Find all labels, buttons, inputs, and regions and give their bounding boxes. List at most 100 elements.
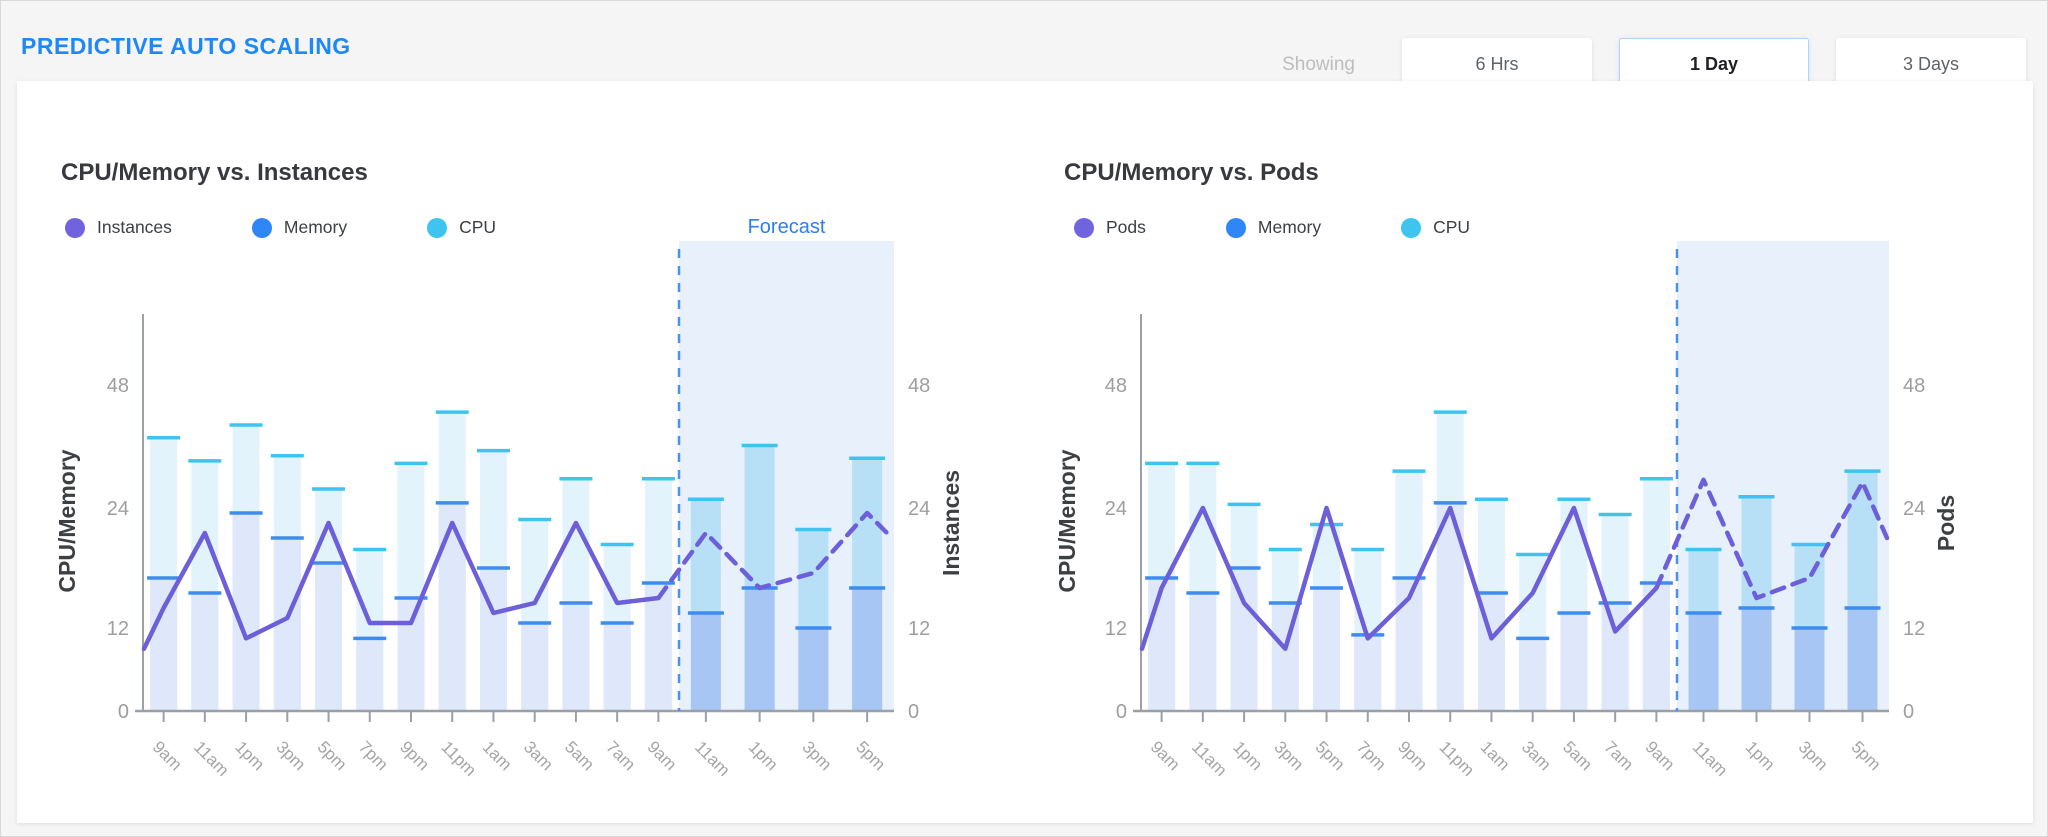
y-tick-label-left: 24 <box>1105 498 1127 520</box>
x-tick-label: 3pm <box>799 737 836 774</box>
legend-item-cpu: CPU <box>1401 217 1470 238</box>
x-tick-label: 7am <box>602 737 639 774</box>
chart-title-instances: CPU/Memory vs. Instances <box>61 159 368 186</box>
x-tick-label: 9am <box>149 737 186 774</box>
memory-bar <box>1313 588 1341 711</box>
memory-bar <box>1230 568 1258 711</box>
x-tick-label: 11am <box>691 737 734 780</box>
y-tick-label-right: 12 <box>908 618 930 640</box>
memory-bar <box>744 588 775 711</box>
right-axis-title: Pods <box>1933 495 1959 551</box>
legend-pods: Pods Memory CPU <box>1074 217 1470 238</box>
y-tick-label-left: 12 <box>107 618 129 640</box>
x-tick-label: 11pm <box>437 737 480 780</box>
trend-line-history <box>141 520 661 651</box>
x-tick-label: 3pm <box>1270 737 1307 774</box>
legend-item-pods: Pods <box>1074 217 1146 238</box>
memory-bar <box>315 563 343 711</box>
legend-label: CPU <box>459 217 497 237</box>
y-tick-label-left: 0 <box>118 701 129 723</box>
memory-bar <box>438 502 466 711</box>
charts-card: CPU/Memory vs. Instances Instances Memor… <box>17 81 2033 823</box>
x-tick-label: 11am <box>1689 737 1732 780</box>
x-tick-label: 5pm <box>1848 737 1885 774</box>
x-tick-label: 9am <box>1147 737 1184 774</box>
forecast-label: Forecast <box>748 216 826 238</box>
x-tick-label: 1pm <box>745 737 782 774</box>
memory-bar <box>150 578 178 711</box>
y-tick-label-right: 0 <box>908 701 919 723</box>
legend-label: Memory <box>283 217 348 237</box>
x-tick-label: 7pm <box>1353 737 1390 774</box>
memory-bar <box>603 623 631 711</box>
x-tick-label: 3am <box>520 737 557 774</box>
left-axis-title: CPU/Memory <box>54 449 80 592</box>
trend-line-forecast <box>1654 477 1890 601</box>
memory-bar <box>1560 613 1588 711</box>
memory-bar <box>1148 578 1176 711</box>
x-tick-label: 5am <box>561 737 598 774</box>
x-tick-label: 3pm <box>272 737 309 774</box>
memory-bar <box>798 628 829 711</box>
x-tick-label: 7pm <box>355 737 392 774</box>
memory-bar <box>1519 638 1547 711</box>
memory-bar <box>521 623 549 711</box>
y-tick-label-left: 48 <box>1105 375 1127 397</box>
right-axis-title: Instances <box>938 470 964 576</box>
x-tick-label: 1pm <box>231 737 268 774</box>
x-tick-label: 1am <box>479 737 516 774</box>
memory-bar <box>397 598 425 711</box>
x-tick-label: 9am <box>644 737 681 774</box>
memory-bar <box>1688 613 1719 711</box>
y-tick-label-left: 48 <box>107 375 129 397</box>
memory-bar <box>690 613 721 711</box>
trend-line-history <box>1139 505 1659 651</box>
legend-item-memory: Memory <box>1225 217 1322 238</box>
memory-legend-dot-icon <box>1225 217 1246 238</box>
x-tick-label: 1pm <box>1229 737 1266 774</box>
x-tick-label: 1am <box>1477 737 1514 774</box>
x-tick-label: 5pm <box>1312 737 1349 774</box>
memory-bar <box>191 593 219 711</box>
cpu-legend-dot-icon <box>1401 217 1422 238</box>
y-tick-label-right: 48 <box>908 375 930 397</box>
x-tick-label: 9am <box>1642 737 1679 774</box>
showing-label: Showing <box>1282 53 1355 75</box>
x-tick-label: 5am <box>1559 737 1596 774</box>
x-tick-label: 3am <box>1518 737 1555 774</box>
memory-bar <box>852 588 883 711</box>
y-tick-label-left: 12 <box>1105 618 1127 640</box>
x-tick-label: 5pm <box>314 737 351 774</box>
legend-label: Instances <box>97 217 172 237</box>
y-tick-label-right: 12 <box>1903 618 1925 640</box>
memory-bar <box>1189 593 1217 711</box>
instances-legend-dot-icon <box>65 217 85 238</box>
memory-bar <box>1354 634 1382 711</box>
trend-line-forecast <box>656 510 895 601</box>
pods-legend-dot-icon <box>1074 217 1094 238</box>
chart-title-pods: CPU/Memory vs. Pods <box>1064 159 1319 186</box>
x-tick-label: 9pm <box>1394 737 1431 774</box>
memory-bar <box>356 638 384 711</box>
legend-label: Memory <box>1257 217 1322 237</box>
y-tick-label-right: 24 <box>1903 498 1925 520</box>
x-tick-label: 11pm <box>1435 737 1478 780</box>
x-tick-label: 7am <box>1600 737 1637 774</box>
y-tick-label-right: 0 <box>1903 701 1914 723</box>
memory-bar <box>644 583 672 711</box>
cpu-legend-dot-icon <box>427 217 448 238</box>
left-axis-title: CPU/Memory <box>1054 449 1080 592</box>
y-tick-label-right: 48 <box>1903 375 1925 397</box>
x-tick-label: 1pm <box>1742 737 1779 774</box>
memory-legend-dot-icon <box>251 217 272 238</box>
memory-bar <box>1794 628 1825 711</box>
legend-label: CPU <box>1433 217 1471 237</box>
legend-item-instances: Instances <box>65 217 172 238</box>
y-tick-label-left: 0 <box>1116 701 1127 723</box>
x-tick-label: 11am <box>1188 737 1231 780</box>
memory-bar <box>1642 583 1670 711</box>
memory-bar <box>1847 608 1878 711</box>
page-title: PREDICTIVE AUTO SCALING <box>21 33 351 59</box>
